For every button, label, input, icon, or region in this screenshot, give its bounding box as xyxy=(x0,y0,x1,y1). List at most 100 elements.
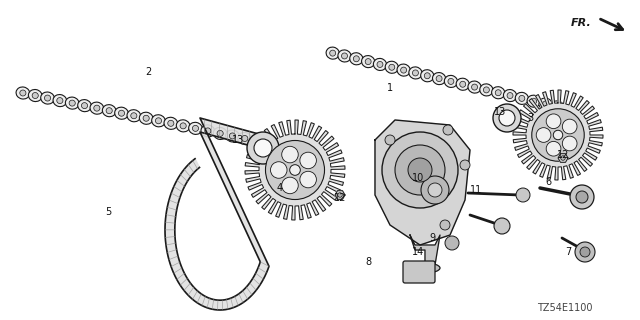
Ellipse shape xyxy=(495,90,501,96)
Ellipse shape xyxy=(193,125,198,132)
Ellipse shape xyxy=(448,78,454,84)
Ellipse shape xyxy=(201,125,214,137)
Ellipse shape xyxy=(205,128,211,134)
Circle shape xyxy=(266,140,324,200)
Ellipse shape xyxy=(229,133,236,139)
Text: 9: 9 xyxy=(429,233,435,243)
Circle shape xyxy=(546,141,561,156)
Circle shape xyxy=(570,185,594,209)
Ellipse shape xyxy=(365,59,371,65)
Ellipse shape xyxy=(226,130,239,142)
Ellipse shape xyxy=(131,113,137,119)
Ellipse shape xyxy=(238,132,252,145)
Circle shape xyxy=(516,188,530,202)
Ellipse shape xyxy=(250,135,264,147)
Circle shape xyxy=(493,104,521,132)
Ellipse shape xyxy=(504,90,516,101)
Ellipse shape xyxy=(409,67,422,79)
Text: 11: 11 xyxy=(470,185,482,195)
Ellipse shape xyxy=(472,84,477,90)
Circle shape xyxy=(443,125,453,135)
Text: 2: 2 xyxy=(145,67,151,77)
Ellipse shape xyxy=(254,138,260,144)
Ellipse shape xyxy=(436,76,442,82)
Circle shape xyxy=(440,220,450,230)
Ellipse shape xyxy=(338,50,351,62)
Ellipse shape xyxy=(385,61,398,73)
Ellipse shape xyxy=(412,70,419,76)
Polygon shape xyxy=(513,90,603,180)
Ellipse shape xyxy=(519,95,525,101)
Polygon shape xyxy=(245,120,345,220)
Ellipse shape xyxy=(543,101,548,107)
Circle shape xyxy=(338,193,342,197)
Ellipse shape xyxy=(410,263,440,273)
Ellipse shape xyxy=(164,117,178,129)
Ellipse shape xyxy=(28,90,42,101)
Ellipse shape xyxy=(515,92,529,104)
Ellipse shape xyxy=(20,90,26,96)
Circle shape xyxy=(553,130,563,140)
Ellipse shape xyxy=(551,101,564,113)
Circle shape xyxy=(546,114,561,129)
Ellipse shape xyxy=(353,56,359,62)
Ellipse shape xyxy=(81,103,88,108)
Circle shape xyxy=(575,242,595,262)
Ellipse shape xyxy=(57,98,63,104)
Ellipse shape xyxy=(180,123,186,129)
Ellipse shape xyxy=(32,92,38,99)
Ellipse shape xyxy=(539,98,552,110)
Circle shape xyxy=(282,146,298,163)
Ellipse shape xyxy=(156,118,161,124)
Ellipse shape xyxy=(143,115,149,121)
Ellipse shape xyxy=(16,87,29,99)
Ellipse shape xyxy=(326,47,339,59)
Ellipse shape xyxy=(401,67,406,73)
Circle shape xyxy=(421,176,449,204)
Circle shape xyxy=(300,152,316,169)
Circle shape xyxy=(282,177,298,194)
Ellipse shape xyxy=(342,53,348,59)
Circle shape xyxy=(445,236,459,250)
Ellipse shape xyxy=(420,70,434,82)
Ellipse shape xyxy=(168,120,174,126)
Circle shape xyxy=(460,160,470,170)
Text: TZ54E1100: TZ54E1100 xyxy=(537,303,593,313)
Circle shape xyxy=(247,132,279,164)
Ellipse shape xyxy=(373,59,387,70)
Circle shape xyxy=(382,132,458,208)
Ellipse shape xyxy=(483,87,490,93)
Text: 14: 14 xyxy=(412,247,424,257)
Text: 5: 5 xyxy=(105,207,111,217)
Circle shape xyxy=(408,158,432,182)
Text: 13: 13 xyxy=(494,107,506,117)
Circle shape xyxy=(563,136,577,151)
Ellipse shape xyxy=(65,97,79,109)
Ellipse shape xyxy=(177,120,190,132)
Ellipse shape xyxy=(377,61,383,68)
Ellipse shape xyxy=(217,131,223,136)
Ellipse shape xyxy=(468,81,481,93)
Ellipse shape xyxy=(53,94,67,107)
Ellipse shape xyxy=(554,104,560,110)
Ellipse shape xyxy=(77,100,92,112)
Polygon shape xyxy=(335,191,345,199)
Ellipse shape xyxy=(397,64,410,76)
Polygon shape xyxy=(375,120,470,245)
Circle shape xyxy=(561,156,565,160)
Text: 12: 12 xyxy=(334,193,346,203)
Ellipse shape xyxy=(140,112,153,124)
Text: 4: 4 xyxy=(277,183,283,193)
Ellipse shape xyxy=(118,110,125,116)
Ellipse shape xyxy=(362,56,375,68)
Ellipse shape xyxy=(433,73,445,84)
Circle shape xyxy=(290,165,300,175)
Ellipse shape xyxy=(213,127,227,140)
Polygon shape xyxy=(165,118,310,310)
Ellipse shape xyxy=(424,73,430,79)
Ellipse shape xyxy=(349,53,363,65)
Text: 3: 3 xyxy=(527,113,533,123)
Ellipse shape xyxy=(460,81,466,87)
Circle shape xyxy=(532,109,584,161)
Ellipse shape xyxy=(531,98,537,104)
